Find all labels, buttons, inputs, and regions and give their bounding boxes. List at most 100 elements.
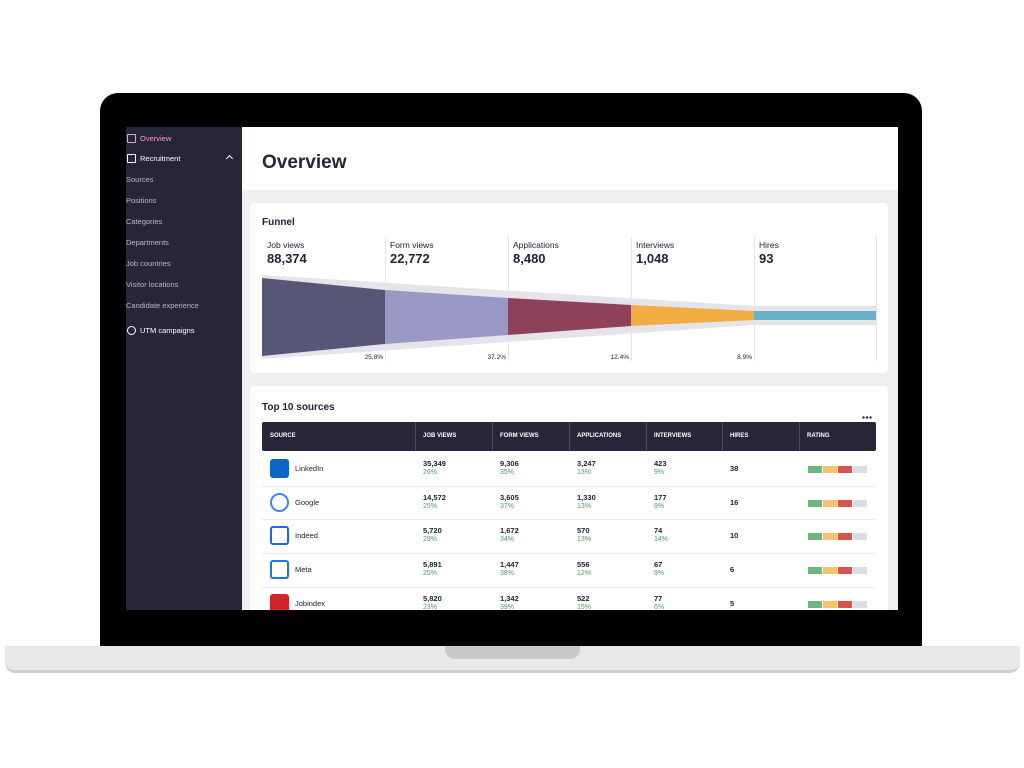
sidebar-item[interactable]: Departments — [126, 238, 169, 247]
cell-value: 522 — [577, 593, 590, 603]
rating-segment — [808, 499, 822, 507]
row-divider — [262, 553, 876, 555]
cell-share: 39% — [500, 603, 515, 610]
source-logo — [270, 492, 289, 512]
funnel-segment — [754, 311, 876, 320]
sidebar: Overview Recruitment Sources Positions Categ… — [126, 127, 242, 610]
sidebar-icon — [127, 326, 136, 335]
cell-share: 26% — [423, 469, 438, 476]
stage-value: 22,772 — [390, 251, 430, 266]
funnel-segment — [385, 290, 508, 344]
stage-label: Interviews — [636, 240, 675, 250]
stage-divider — [876, 237, 877, 361]
source-name: Meta — [295, 565, 312, 575]
chevron[interactable] — [225, 154, 234, 163]
cell-share: 37% — [500, 502, 515, 510]
cell-value: 177 — [654, 492, 667, 502]
column-divider — [799, 422, 800, 451]
rating-segment — [808, 600, 822, 608]
sidebar-item[interactable]: Recruitment — [140, 154, 181, 163]
cell-value: 5,891 — [423, 560, 442, 570]
cell-value: 3,247 — [577, 459, 596, 468]
cell-share: 13% — [577, 536, 592, 544]
cell-value: 423 — [654, 459, 667, 468]
row-divider — [262, 519, 876, 521]
cell-value: 1,342 — [500, 593, 519, 603]
cell-share: 6% — [654, 603, 665, 610]
rating-segment — [823, 499, 837, 507]
hires-value: 6 — [730, 565, 735, 575]
rating-segment — [838, 533, 852, 541]
cell-value: 77 — [654, 593, 663, 603]
cell-value: 556 — [577, 560, 590, 570]
sidebar-item[interactable]: UTM campaigns — [140, 326, 195, 335]
cell-value: 1,672 — [500, 526, 519, 536]
stage-label: Applications — [513, 240, 559, 250]
sidebar-icon — [127, 134, 136, 143]
rating-segment — [838, 499, 852, 507]
cell-share: 13% — [577, 469, 592, 476]
sidebar-item[interactable]: Positions — [126, 196, 157, 205]
rating-segment — [838, 600, 852, 608]
sidebar-item[interactable]: Candidate experience — [126, 301, 199, 310]
cell-value: 3,605 — [500, 492, 519, 502]
column-divider — [646, 422, 647, 451]
cell-share: 9% — [654, 570, 665, 578]
cell-share: 9% — [654, 502, 665, 510]
rating-segment — [838, 466, 852, 473]
header: Overview — [242, 127, 898, 190]
sidebar-item[interactable]: Categories — [126, 217, 163, 226]
source-logo — [270, 459, 289, 478]
cell-share: 35% — [500, 469, 515, 476]
funnel-segment — [631, 305, 754, 326]
sidebar-item[interactable]: Overview — [140, 134, 172, 143]
cell-share: 23% — [423, 603, 438, 610]
column-header: JOB VIEWS — [423, 433, 457, 439]
source-name: LinkedIn — [295, 464, 324, 473]
rating-segment — [823, 600, 837, 608]
sidebar-item[interactable]: Visitor locations — [126, 280, 179, 289]
cell-value: 570 — [577, 526, 590, 536]
source-name: Indeed — [295, 531, 318, 541]
column-header: SOURCE — [270, 433, 296, 439]
hires-value: 16 — [730, 497, 739, 507]
cell-share: 9% — [654, 469, 665, 476]
cell-value: 35,349 — [423, 459, 446, 468]
more-menu[interactable] — [862, 406, 872, 419]
cell-value: 1,330 — [577, 492, 596, 502]
rating-segment — [853, 499, 867, 507]
laptop-notch — [445, 646, 580, 659]
cell-value: 14,572 — [423, 492, 446, 502]
conversion-rate: 12.4% — [610, 354, 629, 361]
stage-value: 1,048 — [636, 251, 669, 266]
cell-share: 29% — [423, 536, 438, 544]
column-header: RATING — [807, 433, 830, 439]
hires-value: 38 — [730, 464, 739, 473]
funnel-graphic — [262, 275, 876, 359]
sidebar-item[interactable]: Job countries — [126, 259, 171, 268]
source-logo — [270, 526, 289, 546]
conversion-rate: 8.9% — [737, 354, 752, 361]
column-header: HIRES — [730, 433, 749, 439]
stage-divider — [754, 237, 755, 361]
conversion-rate: 25.8% — [364, 354, 383, 361]
cell-value: 67 — [654, 560, 663, 570]
source-logo — [270, 593, 289, 610]
rating-segment — [853, 567, 867, 575]
cell-value: 74 — [654, 526, 663, 536]
funnel-segment — [262, 278, 385, 356]
stage-value: 93 — [759, 251, 774, 266]
hires-value: 5 — [730, 598, 735, 608]
sidebar-item[interactable]: Sources — [126, 175, 154, 184]
cell-share: 14% — [654, 536, 669, 544]
rating-segment — [853, 533, 867, 541]
rating-segment — [853, 600, 867, 608]
cell-value: 1,447 — [500, 560, 519, 570]
screen: Overview Recruitment Sources Positions Categ… — [126, 127, 898, 610]
conversion-rate: 37.2% — [487, 354, 506, 361]
cell-share: 13% — [577, 502, 592, 510]
rating-segment — [808, 533, 822, 541]
rating-segment — [808, 567, 822, 575]
source-name: Google — [295, 497, 320, 507]
cell-value: 9,306 — [500, 459, 519, 468]
